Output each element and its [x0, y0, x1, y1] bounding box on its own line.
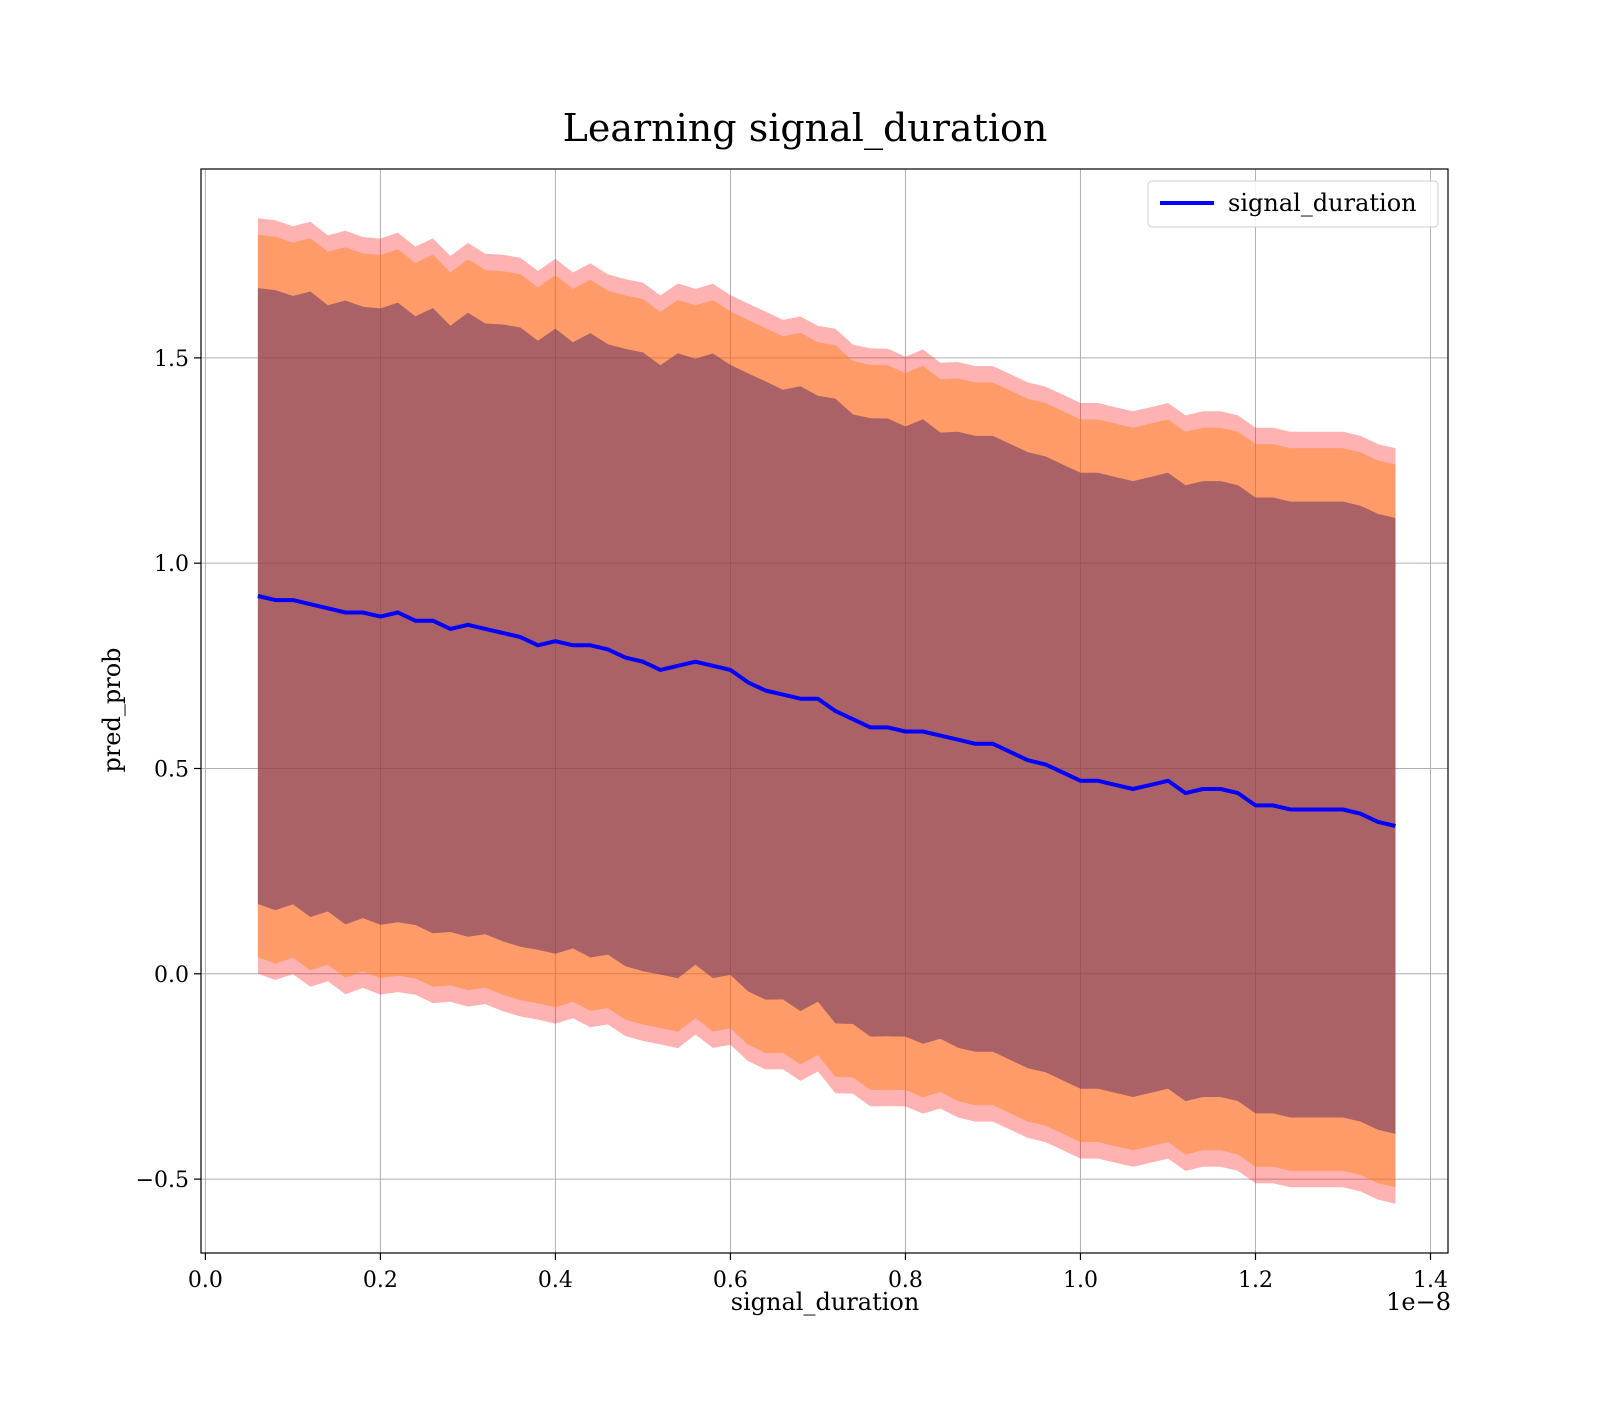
x-tick-label: 0.2: [363, 1268, 398, 1293]
legend-label: signal_duration: [1228, 189, 1417, 217]
x-axis-label: signal_duration: [731, 1288, 920, 1316]
x-tick-label: 1.4: [1413, 1268, 1448, 1293]
legend-box: [1147, 180, 1439, 228]
series-lines: [257, 594, 1396, 828]
x-axis-ticks: 0.0 0.2 0.4 0.6 0.8 1.0 1.2 1.4: [188, 1253, 1448, 1293]
x-tick-label: 1.2: [1238, 1268, 1273, 1293]
legend: signal_duration: [1147, 180, 1439, 228]
chart-title: Learning signal_duration: [563, 106, 1048, 151]
x-tick-label: 0.0: [188, 1268, 223, 1293]
y-tick-label: 0.5: [154, 757, 189, 782]
y-tick-label: 1.5: [154, 347, 189, 372]
y-axis-label: pred_prob: [98, 647, 126, 772]
y-tick-label: 0.0: [154, 963, 189, 988]
y-tick-label: 1.0: [154, 552, 189, 577]
y-tick-label: −0.5: [136, 1168, 189, 1193]
x-tick-label: 0.6: [713, 1268, 748, 1293]
confidence-bands: [257, 218, 1396, 1204]
series-line: [257, 594, 1396, 828]
plot-frame: [200, 168, 1449, 1254]
x-axis-offset-label: 1e−8: [1386, 1288, 1451, 1316]
x-tick-label: 0.4: [538, 1268, 573, 1293]
y-axis-ticks: −0.5 0.0 0.5 1.0 1.5: [136, 347, 201, 1193]
x-tick-label: 1.0: [1063, 1268, 1098, 1293]
confidence-band: [257, 288, 1396, 1134]
x-tick-label: 0.8: [888, 1268, 923, 1293]
